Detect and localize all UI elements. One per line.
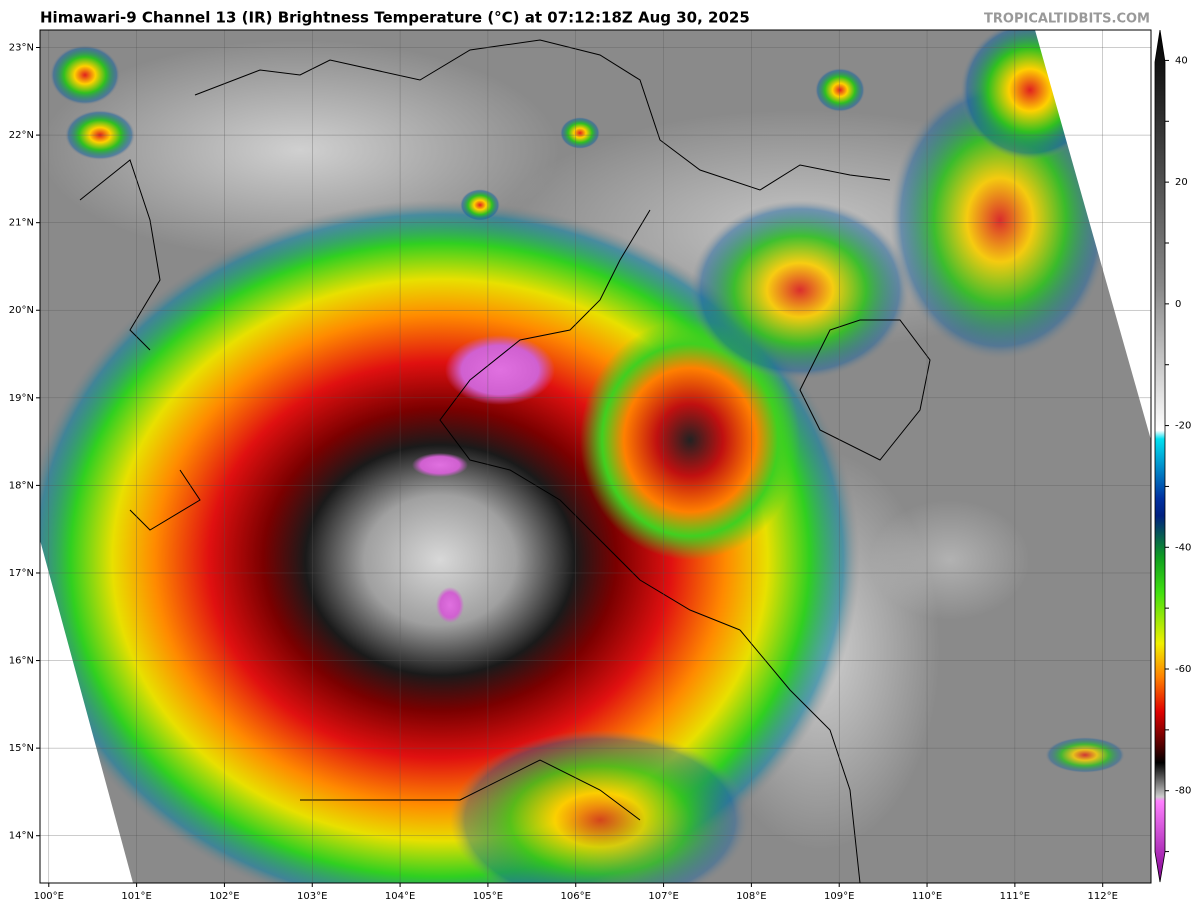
lon-label: 102°E	[209, 891, 239, 902]
lat-label: 18°N	[9, 480, 34, 491]
lon-label: 111°E	[1000, 891, 1030, 902]
lat-label: 21°N	[9, 218, 34, 229]
colorbar	[1154, 29, 1166, 883]
lat-label: 20°N	[9, 305, 34, 316]
lat-label: 17°N	[9, 568, 34, 579]
colorbar-label: -40	[1175, 542, 1191, 553]
lat-label: 14°N	[9, 831, 34, 842]
map-frame	[39, 29, 1152, 884]
colorbar-ticks: 40 20 0 -20 -40 -60 -80	[1165, 55, 1191, 853]
lat-label: 22°N	[9, 130, 34, 141]
lon-label: 105°E	[473, 891, 503, 902]
colorbar-label: -20	[1175, 421, 1191, 432]
lon-label: 110°E	[912, 891, 942, 902]
credit: TROPICALTIDBITS.COM	[984, 12, 1150, 27]
colorbar-label: 0	[1175, 299, 1181, 310]
satellite-image	[40, 30, 1151, 883]
lon-label: 101°E	[121, 891, 151, 902]
colorbar-label: 40	[1175, 55, 1188, 66]
lat-label: 15°N	[9, 743, 34, 754]
lon-label: 109°E	[824, 891, 854, 902]
graticule: 100°E 101°E 102°E 103°E 104°E 105°E 106°E 107°E…	[9, 30, 1151, 902]
lat-label: 19°N	[9, 393, 34, 404]
lon-label: 103°E	[297, 891, 327, 902]
lon-label: 106°E	[561, 891, 591, 902]
lon-label: 107°E	[648, 891, 678, 902]
colorbar-label: 20	[1175, 177, 1188, 188]
title: Himawari-9 Channel 13 (IR) Brightness Te…	[40, 9, 750, 27]
colorbar-label: -80	[1175, 786, 1191, 797]
lat-label: 23°N	[9, 43, 34, 54]
lon-label: 108°E	[736, 891, 766, 902]
lon-label: 112°E	[1087, 891, 1117, 902]
lon-label: 104°E	[385, 891, 415, 902]
colorbar-label: -60	[1175, 664, 1191, 675]
lon-label: 100°E	[34, 891, 64, 902]
lat-label: 16°N	[9, 656, 34, 667]
